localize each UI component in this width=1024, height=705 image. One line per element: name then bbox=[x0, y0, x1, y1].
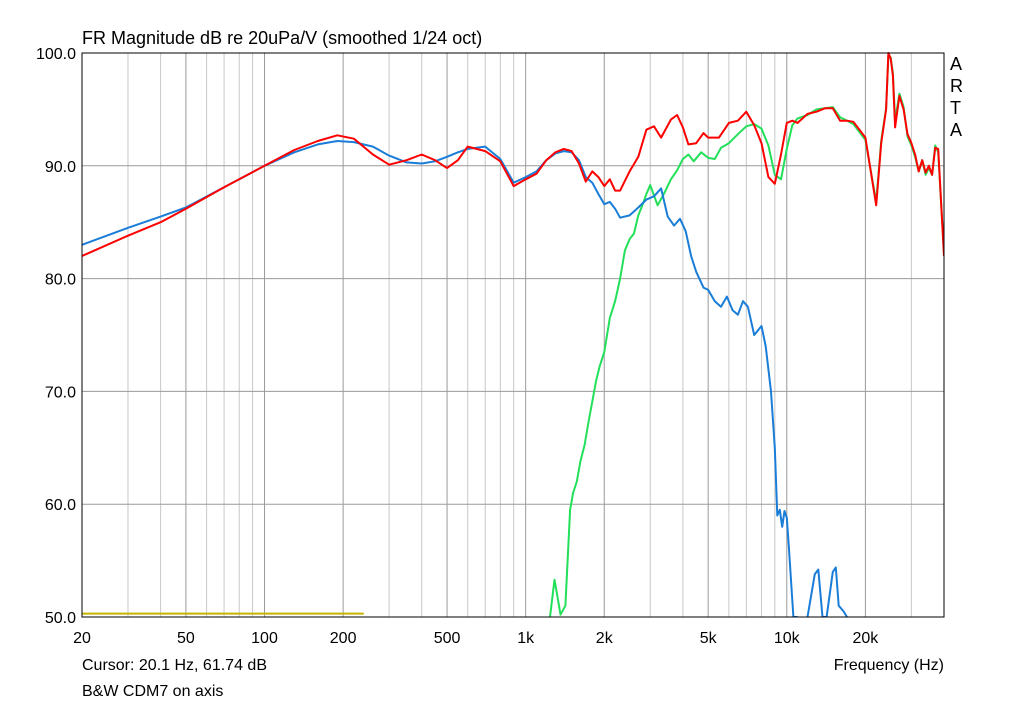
y-tick-label: 60.0 bbox=[45, 497, 76, 514]
cursor-readout: Cursor: 20.1 Hz, 61.74 dB bbox=[82, 657, 267, 674]
series-line-1 bbox=[82, 140, 798, 617]
x-tick-label: 1k bbox=[517, 630, 535, 647]
x-tick-label: 100 bbox=[251, 630, 278, 647]
brand-letter-t: T bbox=[950, 98, 961, 118]
brand-letter-a2: A bbox=[950, 120, 962, 140]
x-tick-label: 2k bbox=[596, 630, 614, 647]
y-tick-label: 80.0 bbox=[45, 272, 76, 289]
curves bbox=[82, 52, 944, 617]
y-tick-label: 70.0 bbox=[45, 384, 76, 401]
x-tick-label: 20 bbox=[73, 630, 91, 647]
y-tick-labels: 100.0 90.0 80.0 70.0 60.0 50.0 bbox=[36, 46, 76, 627]
x-tick-label: 500 bbox=[434, 630, 461, 647]
brand-letter-r: R bbox=[950, 76, 963, 96]
x-axis-label: Frequency (Hz) bbox=[834, 657, 944, 674]
chart-title: FR Magnitude dB re 20uPa/V (smoothed 1/2… bbox=[82, 28, 482, 48]
brand-letter-a: A bbox=[950, 54, 962, 74]
x-tick-labels: 20 50 100 200 500 1k 2k 5k 10k 20k bbox=[73, 630, 879, 647]
y-tick-label: 100.0 bbox=[36, 46, 76, 63]
series-line-2 bbox=[806, 566, 848, 617]
brand-label: A R T A bbox=[950, 54, 963, 140]
caption: B&W CDM7 on axis bbox=[82, 683, 223, 700]
x-tick-label: 10k bbox=[774, 630, 801, 647]
x-tick-label: 5k bbox=[700, 630, 718, 647]
plot-area[interactable] bbox=[82, 53, 944, 617]
x-tick-label: 50 bbox=[177, 630, 195, 647]
y-tick-label: 90.0 bbox=[45, 159, 76, 176]
series-line-0 bbox=[82, 52, 944, 257]
plot-frame bbox=[81, 52, 945, 618]
x-tick-label: 200 bbox=[330, 630, 357, 647]
x-tick-label: 20k bbox=[852, 630, 879, 647]
y-tick-label: 50.0 bbox=[45, 610, 76, 627]
